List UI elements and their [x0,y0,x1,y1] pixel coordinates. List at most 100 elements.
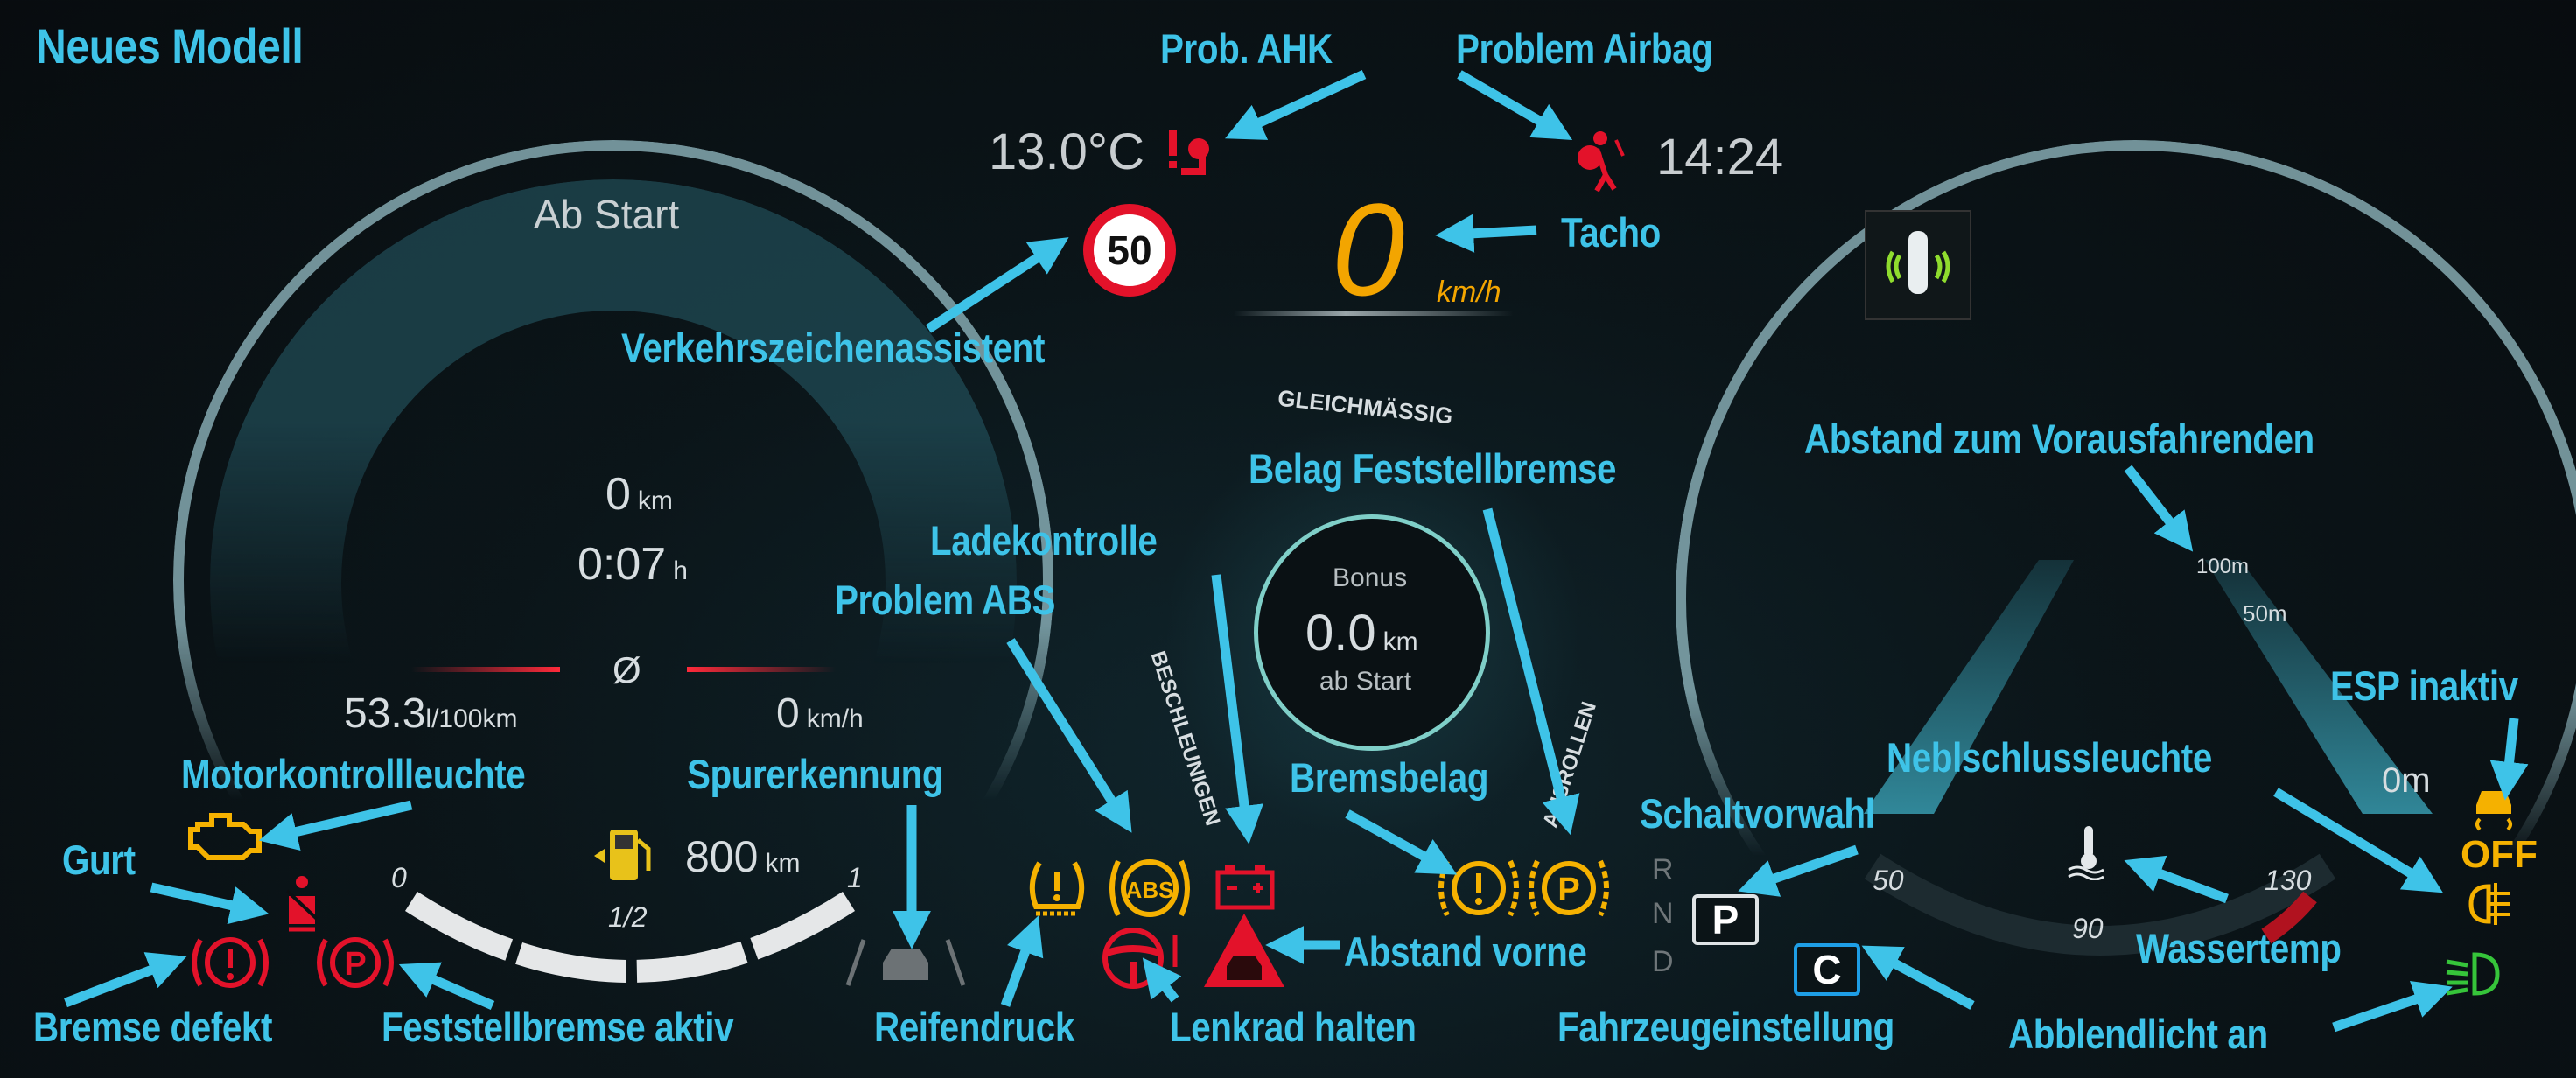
arrow [1345,809,1458,875]
label-motorkontrollleuchte: Motorkontrollleuchte [181,751,526,797]
label-abstand-vorne: Abstand vorne [1344,928,1587,975]
arrow [2332,981,2453,1032]
gear-n: N [1652,897,1674,930]
low-beam-icon [2446,952,2500,996]
distance-warning-icon [1204,914,1284,987]
label-bremsbelag: Bremsbelag [1290,754,1489,801]
fuel-tick-full: 1 [847,862,863,893]
trip-time: 0:07 h [578,539,688,590]
arrow [1006,638,1132,833]
temp-gauge [1864,853,2336,956]
label-esp-inaktiv: ESP inaktiv [2330,662,2518,709]
label-abstand-vorausfahrenden: Abstand zum Vorausfahrenden [1804,416,2314,462]
fuel-gauge [404,892,856,983]
fuel-tick-empty: 0 [391,862,407,893]
fuel-pump-icon [594,830,651,880]
label-schaltvorwahl: Schaltvorwahl [1640,790,1875,836]
arrow [2124,465,2194,552]
bonus-label: Bonus [1333,564,1408,592]
distance-mark-0: 0m [2382,761,2431,800]
arrow [1142,957,1182,1003]
arrow [2489,718,2529,801]
arrow [2124,855,2229,904]
label-nebelschlussleuchte: Neblschlussleuchte [1886,734,2212,780]
clock: 14:24 [1656,129,1784,186]
arrow [1435,214,1537,253]
rear-fog-icon [2468,883,2510,925]
bonus-sub: ab Start [1320,667,1412,696]
avg-speed: 0 km/h [776,690,864,737]
parking-brake-icon: P [317,937,394,988]
label-tacho: Tacho [1561,209,1661,256]
eco-bonus-circle [1254,514,1490,751]
trip-distance: 0 km [606,469,673,520]
range: 800 km [685,832,801,881]
arrow [1738,844,1858,897]
avg-consumption: 53.3l/100km [344,690,518,737]
fuel-tick-half: 1/2 [608,901,648,933]
drive-mode: C [1794,943,1860,996]
label-prob-ahk: Prob. AHK [1160,25,1333,72]
coolant-temp-icon [2068,826,2104,880]
tire-pressure-icon [1029,861,1085,916]
lane-view [1864,560,2432,814]
temp-tick-130: 130 [2264,864,2312,896]
arrow [258,800,413,850]
label-bremse-defekt: Bremse defekt [33,1004,272,1050]
average-symbol: Ø [612,649,641,690]
label-ladekontrolle: Ladekontrolle [930,517,1158,564]
parking-sensor-icon [1886,231,1950,294]
label-abblendlicht: Abblendlicht an [2008,1011,2268,1057]
trip-header: Ab Start [534,192,680,237]
gear-d: D [1652,945,1674,978]
battery-icon [1215,865,1275,910]
label-belag-feststellbremse: Belag Feststellbremse [1249,445,1617,492]
brake-warning-icon [192,937,269,988]
speed-underline [1234,311,1514,316]
label-problem-airbag: Problem Airbag [1456,25,1713,72]
arrow [1211,574,1264,844]
bonus-value: 0.0 km [1306,605,1418,662]
arrow [150,882,270,925]
temp-tick-50: 50 [1872,864,1904,896]
arrow [1000,915,1044,1007]
arrow [1482,508,1580,836]
speed-unit: km/h [1437,276,1502,309]
label-fahrzeugeinstellung: Fahrzeugeinstellung [1558,1004,1894,1050]
distance-mark-100: 100m [2196,555,2250,578]
gear-r: R [1652,853,1674,886]
svg-text:P: P [1558,872,1579,908]
arrow [2273,788,2443,893]
arrow [1457,70,1573,140]
arrow [1225,70,1367,140]
outside-temperature: 13.0°C [989,123,1144,180]
label-feststellbremse-aktiv: Feststellbremse aktiv [382,1004,734,1050]
label-verkehrszeichenassistent: Verkehrszeichenassistent [621,325,1045,371]
red-line-right [687,667,836,672]
red-line-left [411,667,560,672]
arrow [925,237,1069,333]
label-wassertemp: Wassertemp [2136,925,2342,971]
arrow [64,952,187,1008]
lane-assist-icon [845,939,966,986]
trailer-hitch-icon [1169,130,1209,175]
svg-text:ABS: ABS [1126,877,1174,903]
temp-tick-90: 90 [2072,913,2104,944]
label-reifendruck: Reifendruck [874,1004,1074,1050]
svg-text:P: P [344,946,366,983]
speedometer-value: 0 [1332,176,1405,323]
label-spurerkennung: Spurerkennung [687,751,944,797]
esp-off-text: OFF [2460,833,2538,876]
abs-icon: ABS [1110,859,1190,917]
airbag-icon [1578,131,1625,192]
label-gurt: Gurt [62,836,136,883]
arrow [398,962,495,1011]
gear-selected: P [1692,894,1759,945]
label-lenkrad-halten: Lenkrad halten [1170,1004,1417,1050]
page-title: Neues Modell [36,18,304,74]
parking-brake-pad-icon: P [1529,859,1609,917]
parking-sensor-panel [1865,210,1971,320]
engine-icon [188,813,262,860]
distance-mark-50: 50m [2243,600,2287,626]
